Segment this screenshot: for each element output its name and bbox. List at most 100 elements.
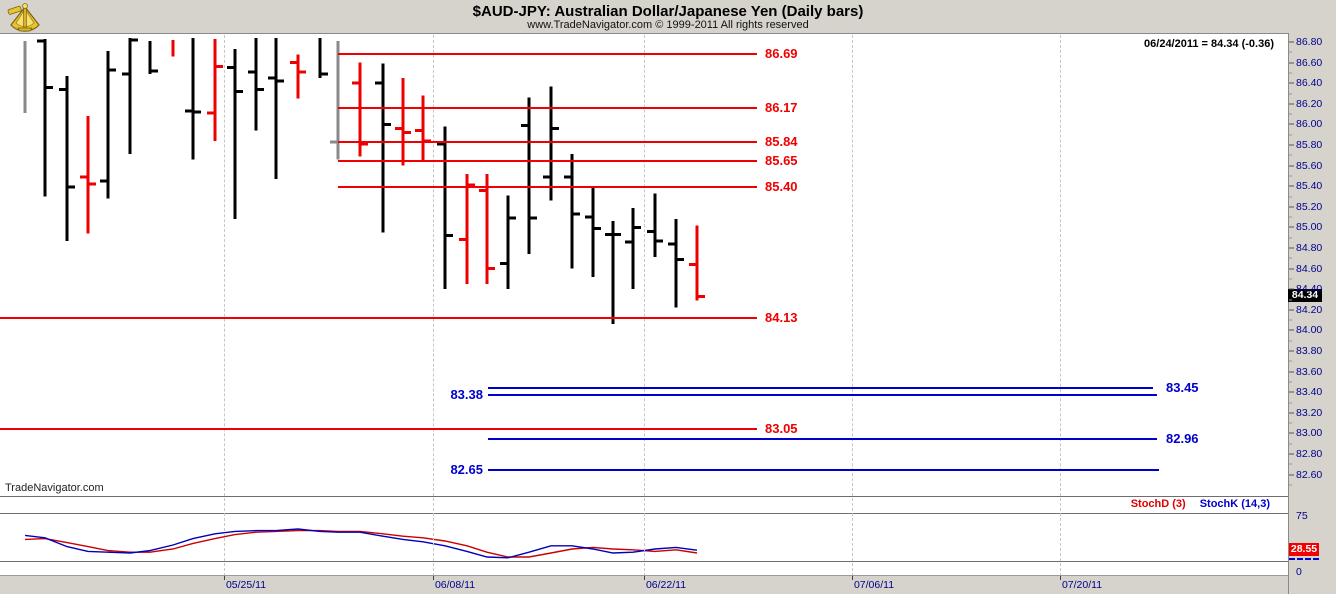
price-bar — [500, 195, 516, 290]
price-chart-area[interactable]: 06/24/2011 = 84.34 (-0.36) TradeNavigato… — [0, 33, 1288, 496]
price-axis-tick — [1289, 412, 1294, 414]
price-axis-tick — [1289, 123, 1294, 125]
price-bar — [564, 154, 580, 269]
price-axis-tick — [1289, 288, 1294, 290]
date-axis-tick — [224, 576, 225, 580]
price-bar — [80, 116, 96, 234]
trade-navigator-logo-icon — [5, 1, 45, 34]
price-axis-label: 83.40 — [1296, 386, 1323, 399]
date-axis-label: 06/22/11 — [645, 579, 687, 591]
resistance-line-red — [338, 140, 757, 143]
price-bar — [37, 38, 53, 197]
price-bar — [185, 37, 201, 160]
price-axis-label: 84.60 — [1296, 262, 1323, 275]
level-label-blue: 82.96 — [1166, 430, 1199, 446]
price-axis-minor-tick — [1289, 257, 1292, 259]
price-axis-label: 86.20 — [1296, 97, 1323, 110]
price-bar — [585, 188, 601, 277]
level-label-red: 84.13 — [765, 310, 798, 325]
price-axis-label: 85.60 — [1296, 159, 1323, 172]
price-bar — [148, 40, 158, 74]
price-bar — [479, 173, 495, 284]
stochk-label: StochK (14,3) — [1199, 498, 1270, 510]
price-axis-label: 85.00 — [1296, 221, 1323, 234]
level-label-red: 83.05 — [765, 421, 798, 437]
price-axis-minor-tick — [1289, 278, 1292, 280]
stochastic-header: StochD (3) StochK (14,3) — [1131, 498, 1270, 510]
resistance-line-red — [0, 317, 757, 319]
support-line-blue — [488, 437, 1157, 440]
price-axis-minor-tick — [1289, 381, 1292, 383]
price-axis-minor-tick — [1289, 422, 1292, 424]
price-axis-label: 85.80 — [1296, 139, 1323, 151]
price-axis-tick — [1289, 144, 1294, 146]
price-axis-minor-tick — [1289, 113, 1292, 115]
price-axis-label: 86.80 — [1296, 36, 1323, 48]
price-axis-tick — [1289, 185, 1294, 187]
price-bar — [248, 37, 264, 131]
price-bar — [437, 126, 453, 290]
price-axis-minor-tick — [1289, 175, 1292, 177]
stoch-scale-lower: 0 — [1296, 566, 1302, 578]
price-bar — [330, 40, 340, 160]
price-bar — [415, 95, 431, 162]
price-axis-tick — [1289, 329, 1294, 331]
quote-readout: 06/24/2011 = 84.34 (-0.36) — [1144, 38, 1274, 50]
copyright-line: www.TradeNavigator.com © 1999-2011 All r… — [527, 19, 809, 31]
level-label-blue: 83.45 — [1166, 380, 1199, 396]
price-bar — [268, 37, 284, 179]
watermark: TradeNavigator.com — [5, 482, 104, 494]
price-axis-label: 83.20 — [1296, 406, 1323, 419]
price-axis-label: 86.60 — [1296, 56, 1323, 69]
price-axis-minor-tick — [1289, 51, 1292, 53]
price-bar — [521, 97, 537, 255]
vertical-gridline — [1060, 35, 1061, 496]
price-axis-minor-tick — [1289, 93, 1292, 94]
price-axis-label: 84.20 — [1296, 303, 1323, 316]
date-axis-label: 07/06/11 — [853, 579, 895, 591]
price-axis-label: 84.00 — [1296, 324, 1323, 337]
price-axis-tick — [1289, 350, 1294, 352]
date-axis-label: 06/08/11 — [434, 579, 476, 591]
support-line-blue — [488, 469, 1159, 472]
price-axis-tick — [1289, 62, 1294, 64]
level-label-red: 85.65 — [765, 153, 798, 169]
resistance-line-red — [338, 186, 757, 189]
price-axis-tick — [1289, 41, 1294, 43]
price-bar — [543, 86, 559, 201]
date-axis[interactable]: 05/25/11 06/08/11 06/22/11 07/06/11 07/20/11 — [0, 575, 1336, 594]
price-axis-minor-tick — [1289, 360, 1292, 362]
resistance-line-red — [338, 53, 757, 56]
price-axis-label: 84.80 — [1296, 242, 1323, 254]
price-axis-label: 86.40 — [1296, 77, 1323, 90]
vertical-gridline — [852, 498, 853, 576]
date-axis-tick — [433, 576, 434, 580]
date-axis-label: 05/25/11 — [225, 579, 267, 591]
stochastic-panel[interactable]: StochD (3) StochK (14,3) — [0, 496, 1288, 576]
price-axis-tick — [1289, 268, 1294, 270]
resistance-line-red — [0, 428, 757, 431]
price-bar — [352, 62, 368, 157]
ohlc-bars-layer — [23, 37, 705, 325]
level-label-blue: 83.38 — [450, 387, 483, 403]
price-bar — [689, 225, 705, 301]
price-axis-minor-tick — [1289, 154, 1292, 156]
price-axis-minor-tick — [1289, 443, 1292, 445]
price-axis-label: 85.40 — [1296, 180, 1323, 193]
price-axis[interactable]: 84.34 75 28.55 0 86.80 86.60 86.40 86.20 86.… — [1288, 33, 1336, 594]
price-bar — [625, 207, 641, 290]
level-label-red: 86.69 — [765, 46, 798, 62]
stochastic-lines-layer — [24, 528, 698, 559]
price-bar — [668, 219, 684, 308]
vertical-gridline — [644, 35, 645, 496]
date-axis-tick — [644, 576, 645, 580]
price-axis-tick — [1289, 226, 1294, 228]
price-axis-label: 85.20 — [1296, 200, 1323, 213]
price-bar — [122, 37, 138, 155]
vertical-gridline — [852, 35, 853, 496]
price-axis-tick — [1289, 82, 1294, 84]
price-axis-minor-tick — [1289, 340, 1292, 342]
stochd-label: StochD (3) — [1130, 498, 1186, 510]
stochk-line — [24, 528, 698, 559]
resistance-line-red — [338, 106, 757, 109]
